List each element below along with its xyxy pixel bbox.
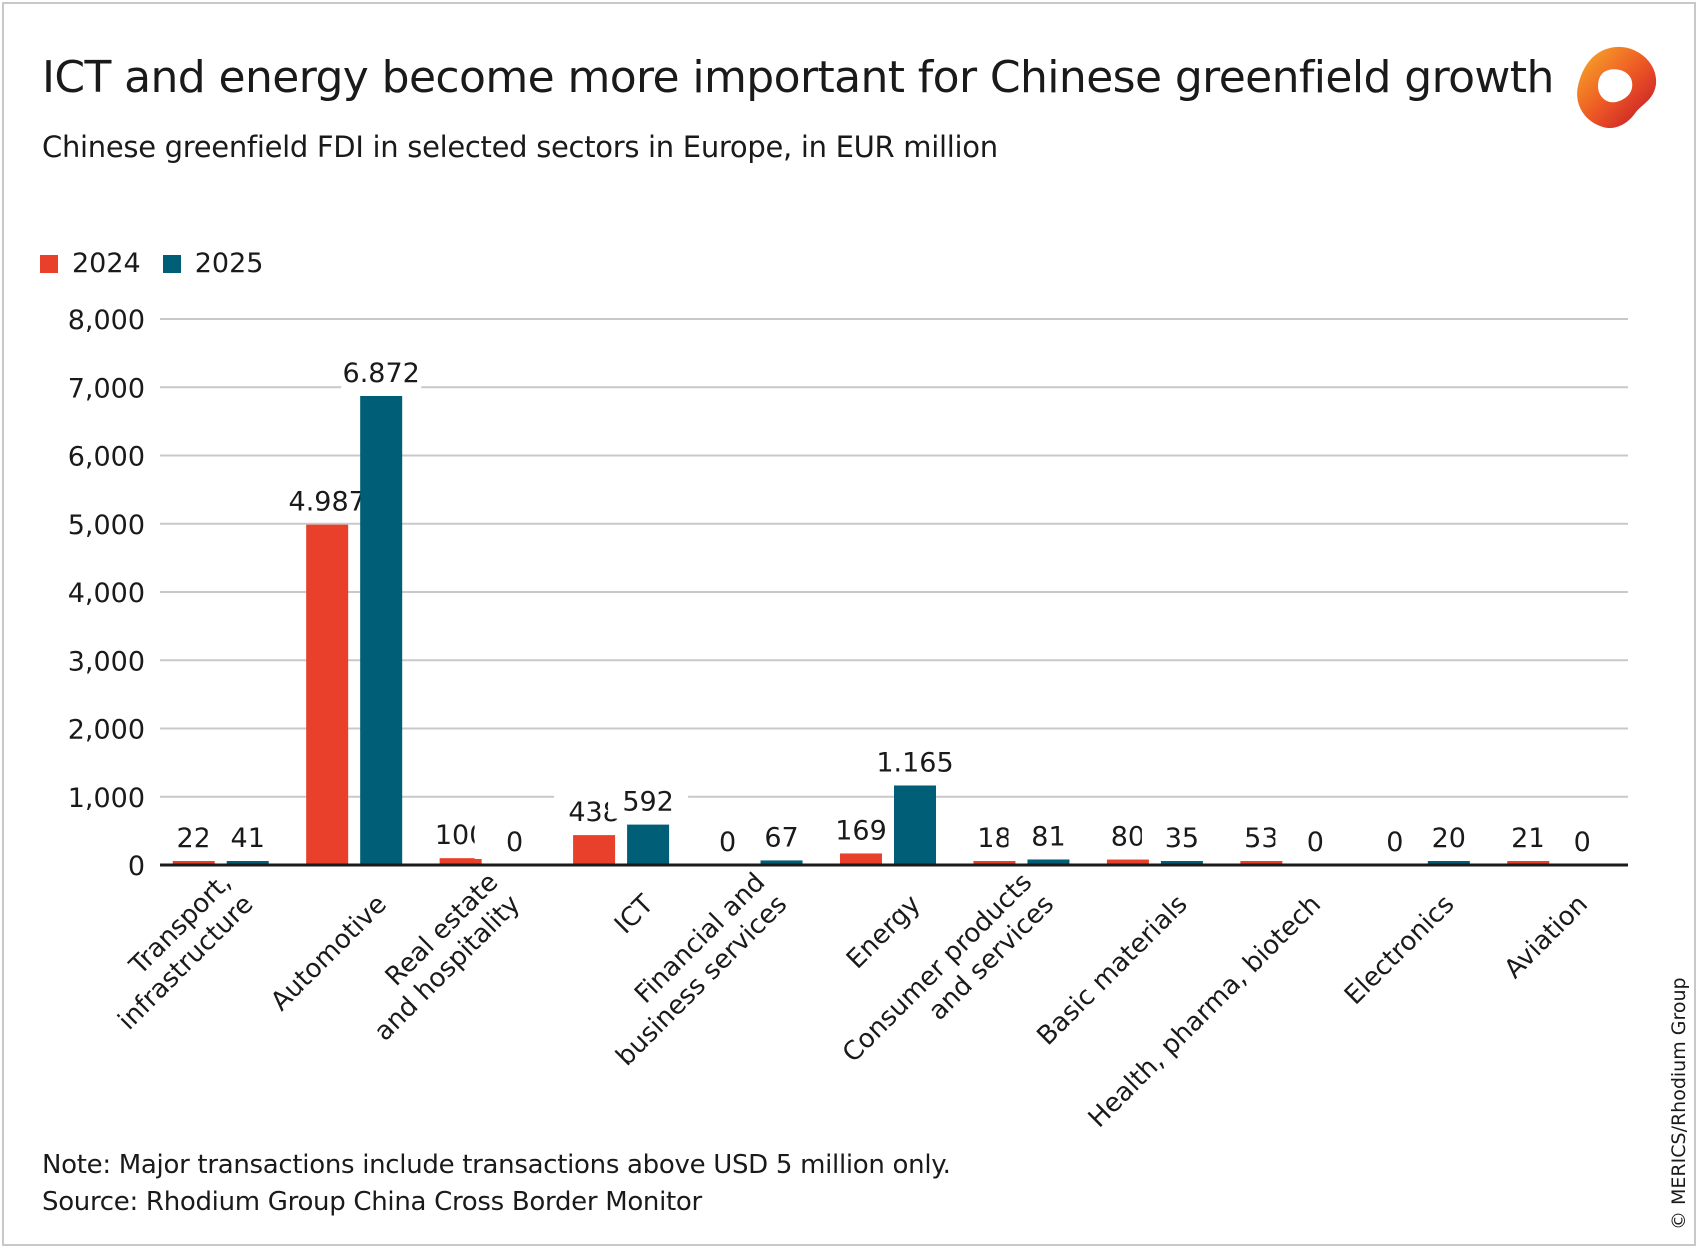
x-tick-label-group: Aviation (1499, 889, 1594, 984)
chart-subtitle: Chinese greenfield FDI in selected secto… (42, 130, 998, 164)
data-label: 0 (506, 827, 523, 858)
bar-2024 (439, 858, 482, 865)
bar-2024 (973, 861, 1016, 865)
x-tick-label: ICT (609, 889, 660, 940)
data-label-bg (1008, 815, 1089, 854)
y-tick-label: 8,000 (68, 305, 145, 336)
y-tick-label: 3,000 (68, 646, 145, 677)
data-label: 20 (1432, 823, 1466, 854)
bar-2025 (226, 861, 269, 865)
data-label-bg (1542, 821, 1623, 859)
x-tick-label: Transport,infrastructure (91, 867, 260, 1036)
bar-2024 (306, 524, 349, 865)
bar-2024 (840, 853, 882, 865)
data-label-bg (341, 351, 422, 390)
y-tick-label: 5,000 (68, 510, 145, 541)
data-label: 4.987 (289, 487, 366, 518)
data-label-bg (1275, 821, 1356, 859)
data-label: 80 (1111, 822, 1145, 853)
source-text: Source: Rhodium Group China Cross Border… (42, 1187, 702, 1217)
data-label-bg (207, 817, 288, 855)
legend-label-2024: 2024 (72, 248, 141, 279)
x-tick-label-group: Consumer productsand services (837, 867, 1060, 1090)
x-tick-label-group: Automotive (265, 889, 393, 1017)
x-tick-label-group: Energy (841, 889, 927, 975)
legend-label-2025: 2025 (194, 248, 264, 279)
bar-2025 (1027, 859, 1070, 865)
x-tick-label: Automotive (265, 889, 393, 1017)
copyright-text: © MERICS/Rhodium Group (1668, 977, 1690, 1230)
x-tick-label-group: ICT (609, 889, 660, 940)
bar-2024 (1240, 861, 1283, 865)
data-label-bg (287, 480, 368, 519)
data-label: 0 (1574, 827, 1591, 858)
x-tick-label-group: Electronics (1339, 889, 1460, 1010)
data-label: 18 (977, 823, 1011, 854)
x-tick-label: Electronics (1339, 889, 1460, 1010)
data-label: 35 (1165, 823, 1199, 854)
legend-swatch-2024 (40, 254, 58, 273)
data-label: 21 (1511, 823, 1545, 854)
data-label: 22 (177, 823, 211, 854)
x-tick-label: Energy (841, 889, 927, 975)
chart-title: ICT and energy become more important for… (42, 52, 1554, 103)
bar-2024 (573, 835, 616, 865)
bar-2024 (1106, 859, 1149, 865)
x-tick-label-group: Financial andbusiness services (589, 867, 794, 1072)
data-label: 41 (231, 823, 265, 854)
legend-item-2025: 2025 (162, 248, 264, 279)
bar-2025 (894, 785, 936, 865)
y-tick-label: 7,000 (68, 373, 145, 404)
data-label-bg (474, 821, 555, 859)
x-tick-label: Health, pharma, biotech (1083, 889, 1327, 1133)
bar-2025 (627, 824, 670, 865)
bar-2025 (1427, 861, 1470, 865)
data-label: 0 (1386, 827, 1403, 858)
bar-2025 (760, 860, 803, 865)
x-tick-label: Consumer productsand services (837, 867, 1060, 1090)
data-label-bg (1141, 817, 1222, 855)
data-label-bg (821, 809, 901, 848)
bar-2025 (360, 395, 403, 865)
data-label-bg (875, 741, 955, 780)
x-tick-label-group: Transport,infrastructure (91, 867, 260, 1036)
data-label: 592 (622, 787, 674, 818)
data-label: 0 (1307, 827, 1324, 858)
chart-legend: 2024 2025 (40, 248, 285, 279)
bar-2025 (1160, 861, 1203, 865)
data-label: 81 (1031, 821, 1065, 852)
data-label-bg (741, 816, 822, 855)
legend-swatch-2025 (162, 254, 181, 273)
data-label: 67 (764, 822, 798, 853)
x-tick-label: Financial andbusiness services (589, 867, 794, 1072)
data-label: 53 (1244, 823, 1278, 854)
bar-2024 (1507, 861, 1550, 865)
data-label: 6.872 (343, 358, 420, 389)
y-tick-label: 6,000 (68, 442, 145, 473)
bar-2024 (172, 861, 215, 865)
legend-item-2024: 2024 (40, 248, 141, 279)
data-label: 169 (835, 815, 887, 846)
x-tick-label-group: Health, pharma, biotech (1083, 889, 1327, 1133)
y-tick-label: 0 (128, 851, 145, 882)
note-text: Note: Major transactions include transac… (42, 1150, 951, 1180)
y-tick-label: 2,000 (68, 715, 145, 746)
data-label: 0 (719, 827, 736, 858)
merics-logo-icon (1577, 46, 1657, 129)
y-tick-label: 4,000 (68, 578, 145, 609)
chart-notes: Note: Major transactions include transac… (42, 1147, 951, 1221)
data-label-bg (1408, 817, 1489, 855)
data-label: 1.165 (876, 747, 953, 778)
y-tick-label: 1,000 (68, 783, 145, 814)
x-tick-label: Aviation (1499, 889, 1594, 984)
data-label-bg (608, 780, 689, 819)
